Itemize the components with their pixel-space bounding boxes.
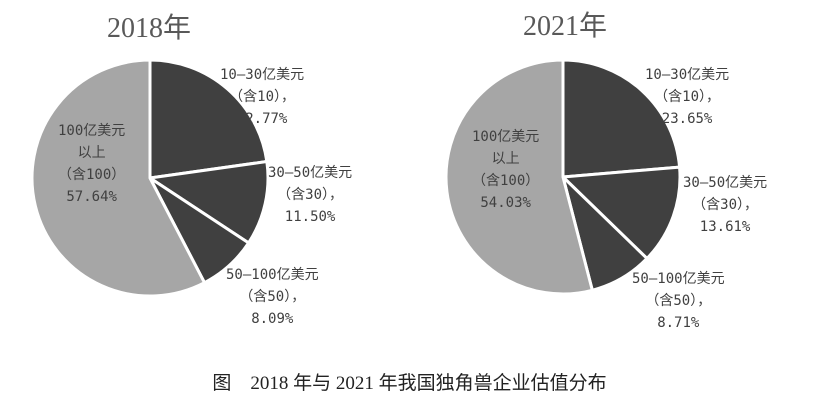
pie-slice-2018年-1 <box>148 160 270 245</box>
pie-slice-2018年-0 <box>148 58 269 180</box>
label-2021-30-50: 30—50亿美元 （含30）， 13.61% <box>683 175 768 235</box>
label-2021-50-100: 50—100亿美元 （含50）， 8.71% <box>632 271 725 331</box>
pie-slice-2021年-0 <box>561 58 682 179</box>
label-2018-30-50: 30—50亿美元 （含30）， 11.50% <box>268 165 353 225</box>
chart-title-2018: 2018年 <box>107 13 192 44</box>
pie-slice-2021年-1 <box>561 165 682 260</box>
figure-caption: 图 2018 年与 2021 年我国独角兽企业估值分布 <box>212 373 607 394</box>
chart-title-2021: 2021年 <box>523 11 608 42</box>
label-2018-10-30: 10—30亿美元 （含10）， 22.77% <box>220 67 305 127</box>
label-2018-100-plus: 100亿美元 以上 （含100） 57.64% <box>58 123 126 205</box>
label-2018-50-100: 50—100亿美元 （含50）， 8.09% <box>226 267 319 327</box>
pie-slice-2018年-3 <box>30 58 206 298</box>
pie-slice-2021年-3 <box>444 58 594 296</box>
label-2021-100-plus: 100亿美元 以上 （含100） 54.03% <box>472 129 540 211</box>
label-2021-10-30: 10—30亿美元 （含10）， 23.65% <box>645 67 730 127</box>
